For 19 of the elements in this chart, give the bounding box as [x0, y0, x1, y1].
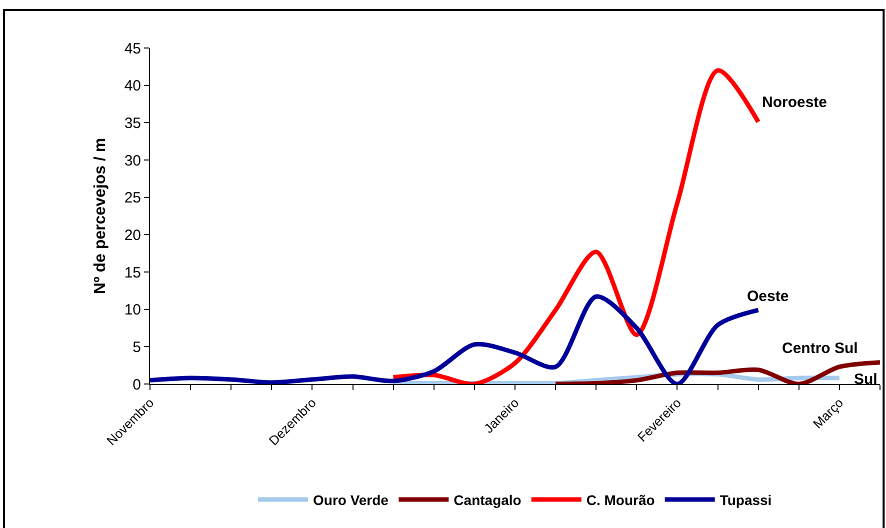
y-tick-label: 15: [124, 264, 141, 282]
y-tick-label: 35: [124, 114, 141, 132]
legend-label: Cantagalo: [454, 492, 522, 508]
y-tick-label: 30: [124, 152, 141, 170]
y-tick-label: 5: [132, 338, 141, 356]
annotation: Noroeste: [762, 94, 828, 111]
y-tick-label: 40: [124, 78, 141, 95]
y-tick-label: 10: [124, 302, 141, 319]
y-tick-label: 0: [132, 376, 141, 394]
legend-label: C. Mourão: [586, 492, 655, 508]
y-tick-label: 45: [124, 40, 141, 58]
annotation: Oeste: [747, 288, 789, 305]
y-tick-label: 20: [124, 226, 141, 244]
annotation: Sul: [854, 371, 878, 388]
annotation: Centro Sul: [782, 340, 858, 357]
legend-label: Tupassi: [720, 492, 772, 508]
legend-label: Ouro Verde: [313, 492, 389, 508]
y-axis-title: Nº de percevejos / m: [92, 138, 110, 294]
y-tick-label: 25: [124, 190, 141, 207]
